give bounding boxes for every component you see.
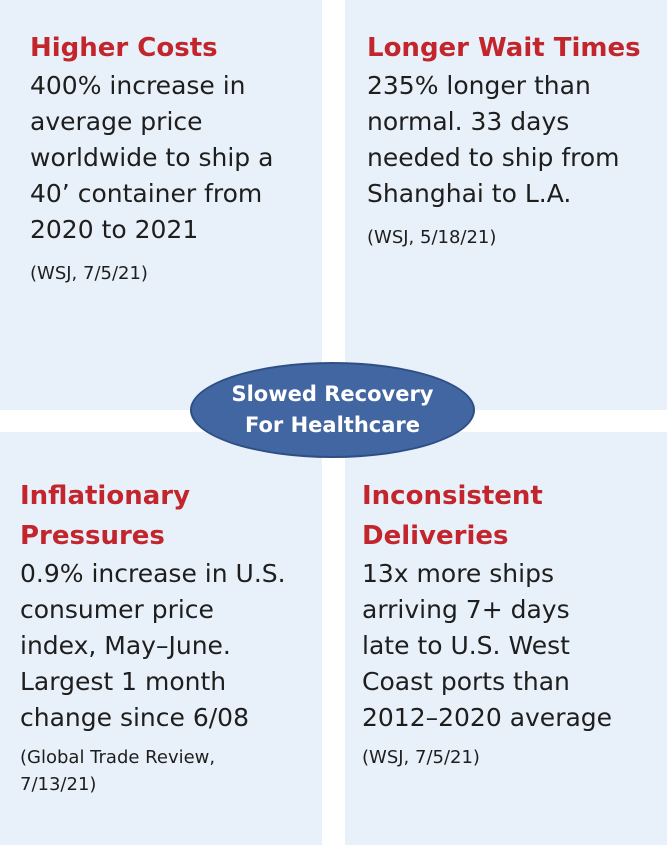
inflationary-pressures-block: Inflationary Pressures 0.9% increase in … [20,476,320,798]
inconsistent-deliveries-heading: Inconsistent Deliveries [362,481,543,551]
higher-costs-body: 400% increase in average price worldwide… [30,71,274,244]
panel-top-right [345,0,667,410]
center-ellipse: Slowed Recovery For Healthcare [190,362,475,458]
inconsistent-deliveries-block: Inconsistent Deliveries 13x more ships a… [362,476,662,771]
inconsistent-deliveries-body: 13x more ships arriving 7+ days late to … [362,559,613,732]
inflationary-pressures-source: (Global Trade Review, 7/13/21) [20,747,216,795]
inflationary-pressures-body: 0.9% increase in U.S. consumer price ind… [20,559,286,732]
longer-wait-times-heading: Longer Wait Times [367,33,641,63]
higher-costs-block: Higher Costs 400% increase in average pr… [30,28,320,287]
center-label-line-1: Slowed Recovery [231,382,434,406]
higher-costs-source: (WSJ, 7/5/21) [30,263,148,284]
inconsistent-deliveries-source: (WSJ, 7/5/21) [362,747,480,768]
longer-wait-times-body: 235% longer than normal. 33 days needed … [367,71,620,208]
higher-costs-heading: Higher Costs [30,33,218,63]
panel-bottom-left [0,432,322,845]
longer-wait-times-block: Longer Wait Times 235% longer than norma… [367,28,662,251]
longer-wait-times-source: (WSJ, 5/18/21) [367,227,497,248]
panel-top-left [0,0,322,410]
inflationary-pressures-heading: Inflationary Pressures [20,481,191,551]
panel-bottom-right [345,432,667,845]
center-label-line-2: For Healthcare [245,413,420,437]
